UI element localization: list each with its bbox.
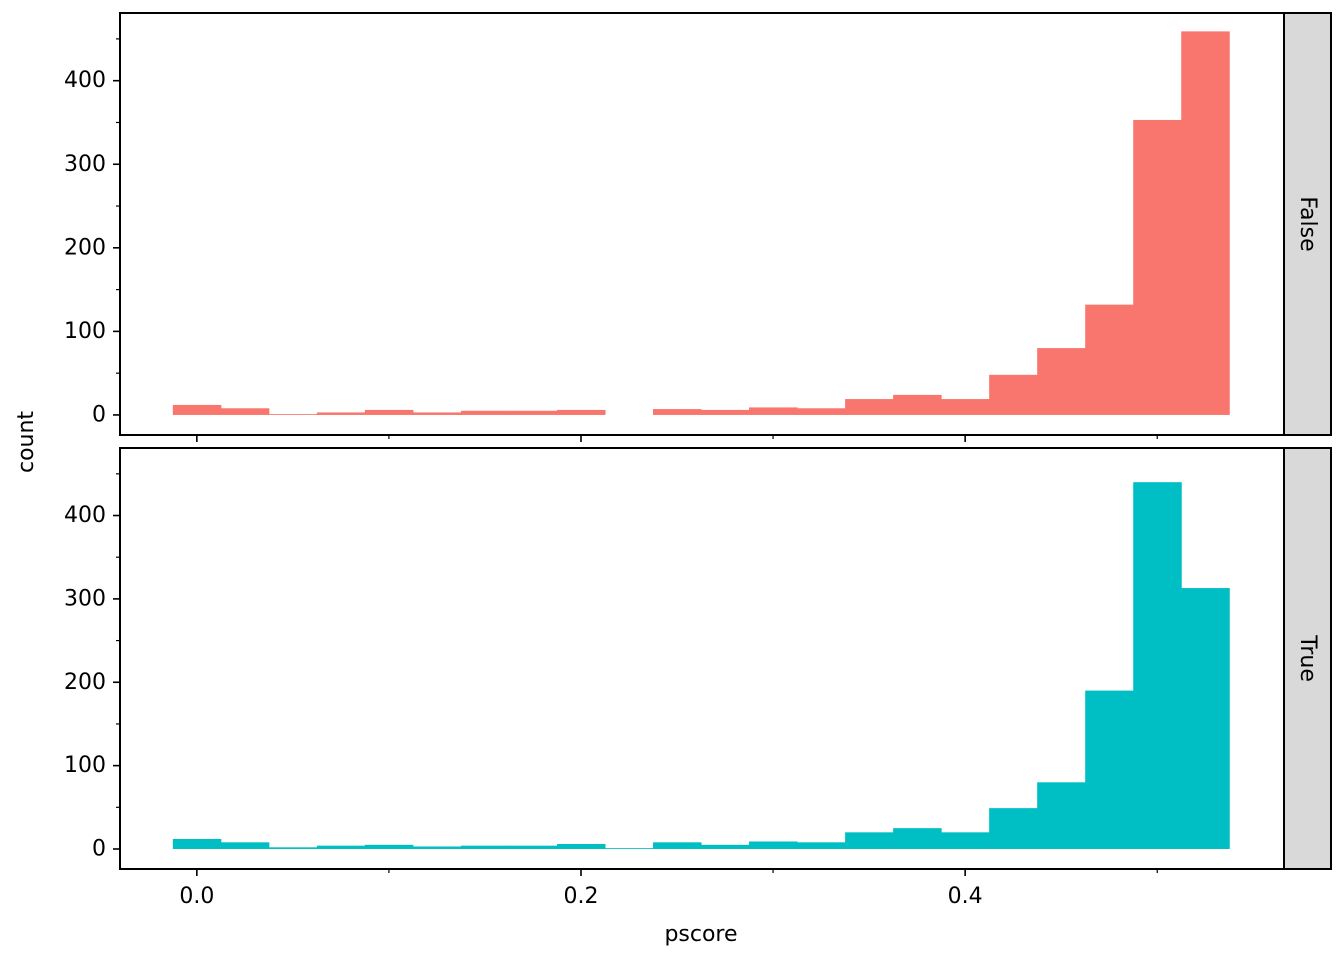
histogram-bar [364, 409, 414, 415]
histogram-bar [749, 407, 798, 415]
facet-strip [1283, 12, 1332, 436]
histogram-bar [989, 808, 1038, 849]
histogram-bars [172, 31, 1230, 415]
histogram-bar [1037, 348, 1086, 415]
y-axis: 0 100 200 300 400 [64, 473, 120, 861]
facet-strip-label: False [1295, 196, 1320, 251]
histogram-bar [797, 842, 846, 849]
histogram-bar [1133, 119, 1182, 415]
histogram-bar [1085, 304, 1134, 415]
histogram-bar [412, 846, 462, 849]
histogram-bar [172, 838, 222, 849]
histogram-bar [268, 847, 318, 849]
histogram-bar [412, 412, 462, 415]
facet-strip-label: True [1295, 634, 1320, 682]
y-tick-label: 300 [64, 586, 106, 611]
histogram-bar [701, 844, 750, 849]
histogram-bar [701, 409, 750, 415]
x-tick-label: 0.2 [563, 884, 598, 909]
histogram-bar [268, 414, 318, 415]
histogram-bar [653, 409, 702, 415]
y-tick-label: 300 [64, 152, 106, 177]
x-axis-title: pscore [664, 922, 737, 947]
histogram-bar [460, 845, 510, 849]
histogram-bar [316, 412, 366, 415]
x-tick-label: 0.0 [179, 884, 214, 909]
y-tick-label: 200 [64, 235, 106, 260]
histogram-bar [989, 374, 1038, 415]
facet-panel-true: True 0 100 200 300 400 [64, 447, 1332, 876]
histogram-bar [508, 845, 558, 849]
histogram-bar [220, 408, 270, 415]
histogram-bar [605, 848, 654, 849]
y-tick-label: 100 [64, 753, 106, 778]
histogram-bar [653, 842, 702, 849]
histogram-bar [220, 842, 270, 849]
histogram-bar [1181, 31, 1230, 415]
histogram-bar [845, 399, 894, 415]
y-tick-label: 0 [92, 402, 106, 427]
histogram-bar [893, 828, 942, 849]
histogram-bar [893, 394, 942, 415]
x-tick-label: 0.4 [948, 884, 983, 909]
histogram-bar [1181, 588, 1230, 849]
histogram-bar [556, 409, 606, 415]
y-axis: 0 100 200 300 400 [64, 38, 120, 427]
histogram-bar [797, 408, 846, 415]
y-axis-title: count [14, 411, 39, 473]
histogram-bar [941, 399, 990, 415]
histogram-bar [508, 410, 558, 415]
y-tick-label: 0 [92, 836, 106, 861]
histogram-bar [1037, 782, 1086, 849]
histogram-bar [316, 845, 366, 849]
histogram-bars [172, 482, 1230, 849]
y-tick-label: 400 [64, 68, 106, 93]
histogram-bar [1085, 690, 1134, 849]
histogram-bar [749, 841, 798, 849]
histogram-bar [172, 404, 222, 415]
histogram-bar [1133, 482, 1182, 849]
y-tick-label: 200 [64, 670, 106, 695]
histogram-bar [845, 832, 894, 849]
panels-layer: False 0 100 200 300 400 True 0 100 200 300 400 [64, 12, 1332, 876]
histogram-bar [364, 844, 414, 849]
histogram-bar [556, 843, 606, 849]
y-tick-label: 100 [64, 319, 106, 344]
histogram-bar [941, 832, 990, 849]
facet-strip [1283, 447, 1332, 870]
facet-panel-false: False 0 100 200 300 400 [64, 12, 1332, 442]
histogram-bar [460, 410, 510, 415]
x-axis: 0.0 0.2 0.4 [179, 884, 982, 909]
y-tick-label: 400 [64, 503, 106, 528]
